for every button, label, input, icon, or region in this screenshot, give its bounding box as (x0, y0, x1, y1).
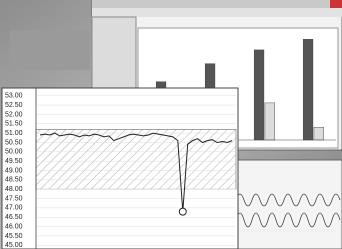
y-tick-label: 47.00 (5, 205, 23, 212)
y-tick-label: 50.50 (5, 139, 23, 146)
y-tick-label: 49.50 (5, 158, 23, 165)
background-shape (10, 30, 90, 70)
menu-bar (92, 0, 342, 8)
lower-window (230, 160, 342, 249)
y-tick-label: 51.50 (5, 121, 23, 128)
y-tick-label: 45.00 (5, 242, 23, 249)
y-tick-label: 48.00 (5, 186, 23, 193)
bar (303, 39, 313, 140)
bar (314, 127, 324, 140)
hatched-band (36, 129, 236, 189)
side-panel (92, 17, 136, 97)
screenshot-collage: 53.00 52.50 52.00 51.50 51.00 50.50 50.00 49.50… (0, 0, 342, 249)
y-tick-label: 50.00 (5, 149, 23, 156)
y-tick-label: 52.00 (5, 111, 23, 118)
y-tick-label: 53.00 (5, 93, 23, 100)
y-tick-label: 45.50 (5, 233, 23, 240)
close-button[interactable] (330, 0, 342, 8)
y-tick-label: 52.50 (5, 102, 23, 109)
y-tick-label: 48.50 (5, 177, 23, 184)
y-tick-label: 49.00 (5, 167, 23, 174)
y-tick-label: 51.00 (5, 130, 23, 137)
window-frame (230, 160, 342, 249)
y-tick-label: 46.50 (5, 214, 23, 221)
min-marker (179, 208, 186, 215)
toolbar (92, 8, 342, 17)
bar (254, 50, 264, 140)
y-tick-label: 46.00 (5, 223, 23, 230)
y-tick-label: 47.50 (5, 195, 23, 202)
bar (265, 103, 275, 140)
